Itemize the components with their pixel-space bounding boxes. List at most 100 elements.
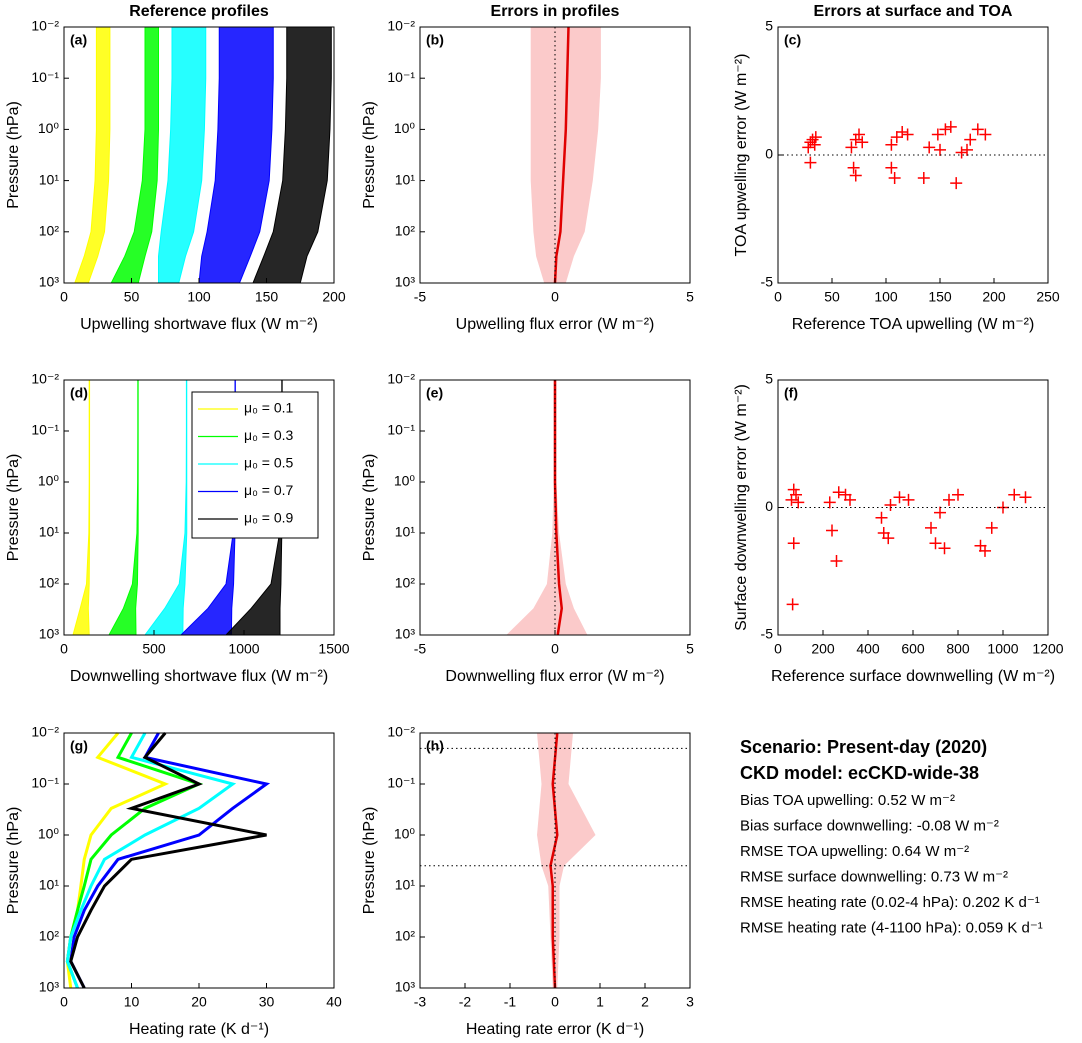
plus-marker xyxy=(792,496,805,509)
y-tick-label: 10¹ xyxy=(395,171,416,187)
y-tick-label: 10³ xyxy=(39,979,60,995)
legend-label: μ₀ = 0.7 xyxy=(244,482,294,498)
y-tick-label: 10⁻¹ xyxy=(387,69,415,85)
profile-line xyxy=(69,732,271,989)
x-axis-label: Reference surface downwelling (W m⁻²) xyxy=(771,668,1055,685)
plus-marker xyxy=(884,498,897,511)
panel-label: (g) xyxy=(70,738,88,754)
y-tick-label: -5 xyxy=(761,626,774,642)
x-tick-label: 150 xyxy=(255,289,279,305)
x-tick-label: 200 xyxy=(811,641,835,657)
y-tick-label: 10⁰ xyxy=(394,826,416,842)
plus-marker xyxy=(853,128,865,141)
x-tick-label: 0 xyxy=(551,641,559,657)
y-tick-label: 0 xyxy=(765,146,773,162)
x-tick-label: 1500 xyxy=(318,641,349,657)
spread-band xyxy=(530,27,601,283)
plus-marker xyxy=(1019,491,1032,504)
y-tick-label: 10⁻² xyxy=(31,371,59,387)
summary-line: RMSE heating rate (4-1100 hPa): 0.059 K … xyxy=(740,919,1043,936)
x-axis-label: Heating rate error (K d⁻¹) xyxy=(466,1021,644,1038)
y-tick-label: 10⁻² xyxy=(31,724,59,740)
axes-frame xyxy=(63,379,335,636)
x-tick-label: 400 xyxy=(856,641,880,657)
y-tick-label: 10⁰ xyxy=(394,120,416,136)
x-axis-label: Downwelling shortwave flux (W m⁻²) xyxy=(70,668,328,685)
plus-marker xyxy=(934,506,946,519)
plus-marker xyxy=(971,123,984,136)
y-tick-label: 10¹ xyxy=(39,524,60,540)
y-tick-label: 10¹ xyxy=(395,877,416,893)
plus-marker xyxy=(943,493,955,506)
plus-marker xyxy=(944,120,957,133)
x-tick-label: 500 xyxy=(142,641,166,657)
x-tick-label: 1000 xyxy=(228,641,259,657)
plus-marker xyxy=(964,133,977,146)
summary-heading: Scenario: Present-day (2020) xyxy=(740,737,987,757)
x-axis-label: Upwelling flux error (W m⁻²) xyxy=(456,316,655,333)
plus-marker xyxy=(901,128,914,141)
x-tick-label: 5 xyxy=(686,641,694,657)
column-title: Reference profiles xyxy=(129,3,269,20)
x-axis-label: Downwelling flux error (W m⁻²) xyxy=(445,668,664,685)
x-tick-label: 40 xyxy=(326,994,342,1010)
x-tick-label: 1 xyxy=(596,994,604,1010)
column-title: Errors at surface and TOA xyxy=(814,3,1013,20)
x-tick-label: 5 xyxy=(686,289,694,305)
y-tick-label: 10⁻¹ xyxy=(387,422,415,438)
summary-line: RMSE surface downwelling: 0.73 W m⁻² xyxy=(740,868,1008,885)
x-tick-label: 30 xyxy=(259,994,275,1010)
panel-label: (b) xyxy=(426,32,444,48)
plus-marker xyxy=(826,524,838,537)
x-tick-label: 10 xyxy=(124,994,140,1010)
summary-line: RMSE TOA upwelling: 0.64 W m⁻² xyxy=(740,843,969,860)
y-tick-label: 5 xyxy=(765,371,773,387)
x-tick-label: -3 xyxy=(414,994,427,1010)
plus-marker xyxy=(938,542,951,555)
y-tick-label: 10⁻² xyxy=(31,18,59,34)
plus-marker xyxy=(804,156,817,169)
legend-box xyxy=(191,391,319,539)
x-tick-label: 0 xyxy=(551,994,559,1010)
y-tick-label: 10⁰ xyxy=(38,120,60,136)
x-tick-label: 20 xyxy=(191,994,207,1010)
plus-marker xyxy=(809,131,822,144)
plus-marker xyxy=(790,488,802,501)
y-tick-label: 10⁻¹ xyxy=(31,69,59,85)
y-tick-label: 10² xyxy=(39,928,60,944)
y-tick-label: 10³ xyxy=(395,626,416,642)
x-tick-label: 50 xyxy=(124,289,140,305)
plus-marker xyxy=(885,161,898,174)
panel-label: (a) xyxy=(70,32,87,48)
x-axis-label: Reference TOA upwelling (W m⁻²) xyxy=(792,316,1035,333)
x-tick-label: 0 xyxy=(60,994,68,1010)
y-tick-label: 10² xyxy=(395,223,416,239)
y-tick-label: -5 xyxy=(761,274,774,290)
legend-label: μ₀ = 0.1 xyxy=(244,400,294,416)
summary-line: Bias surface downwelling: -0.08 W m⁻² xyxy=(740,817,999,834)
plus-marker xyxy=(806,133,819,146)
x-tick-label: -5 xyxy=(414,289,427,305)
x-tick-label: 0 xyxy=(551,289,559,305)
x-tick-label: 600 xyxy=(901,641,925,657)
plus-marker xyxy=(844,493,856,506)
plus-marker xyxy=(902,493,915,506)
spread-band xyxy=(506,380,588,635)
plus-marker xyxy=(849,133,862,146)
plus-marker xyxy=(787,537,800,550)
plus-marker xyxy=(939,123,952,136)
plus-marker xyxy=(925,521,937,534)
plus-marker xyxy=(931,128,944,141)
y-axis-label: Pressure (hPa) xyxy=(361,101,378,209)
panel-label: (e) xyxy=(426,385,443,401)
x-tick-label: 100 xyxy=(187,289,211,305)
legend-label: μ₀ = 0.3 xyxy=(244,427,294,443)
y-tick-label: 10¹ xyxy=(39,171,60,187)
y-axis-label: TOA upwelling error (W m⁻²) xyxy=(733,54,750,257)
plus-marker xyxy=(856,136,869,149)
plus-marker xyxy=(893,491,906,504)
plus-marker xyxy=(885,138,898,151)
x-tick-label: 2 xyxy=(641,994,649,1010)
x-tick-label: 1000 xyxy=(987,641,1018,657)
